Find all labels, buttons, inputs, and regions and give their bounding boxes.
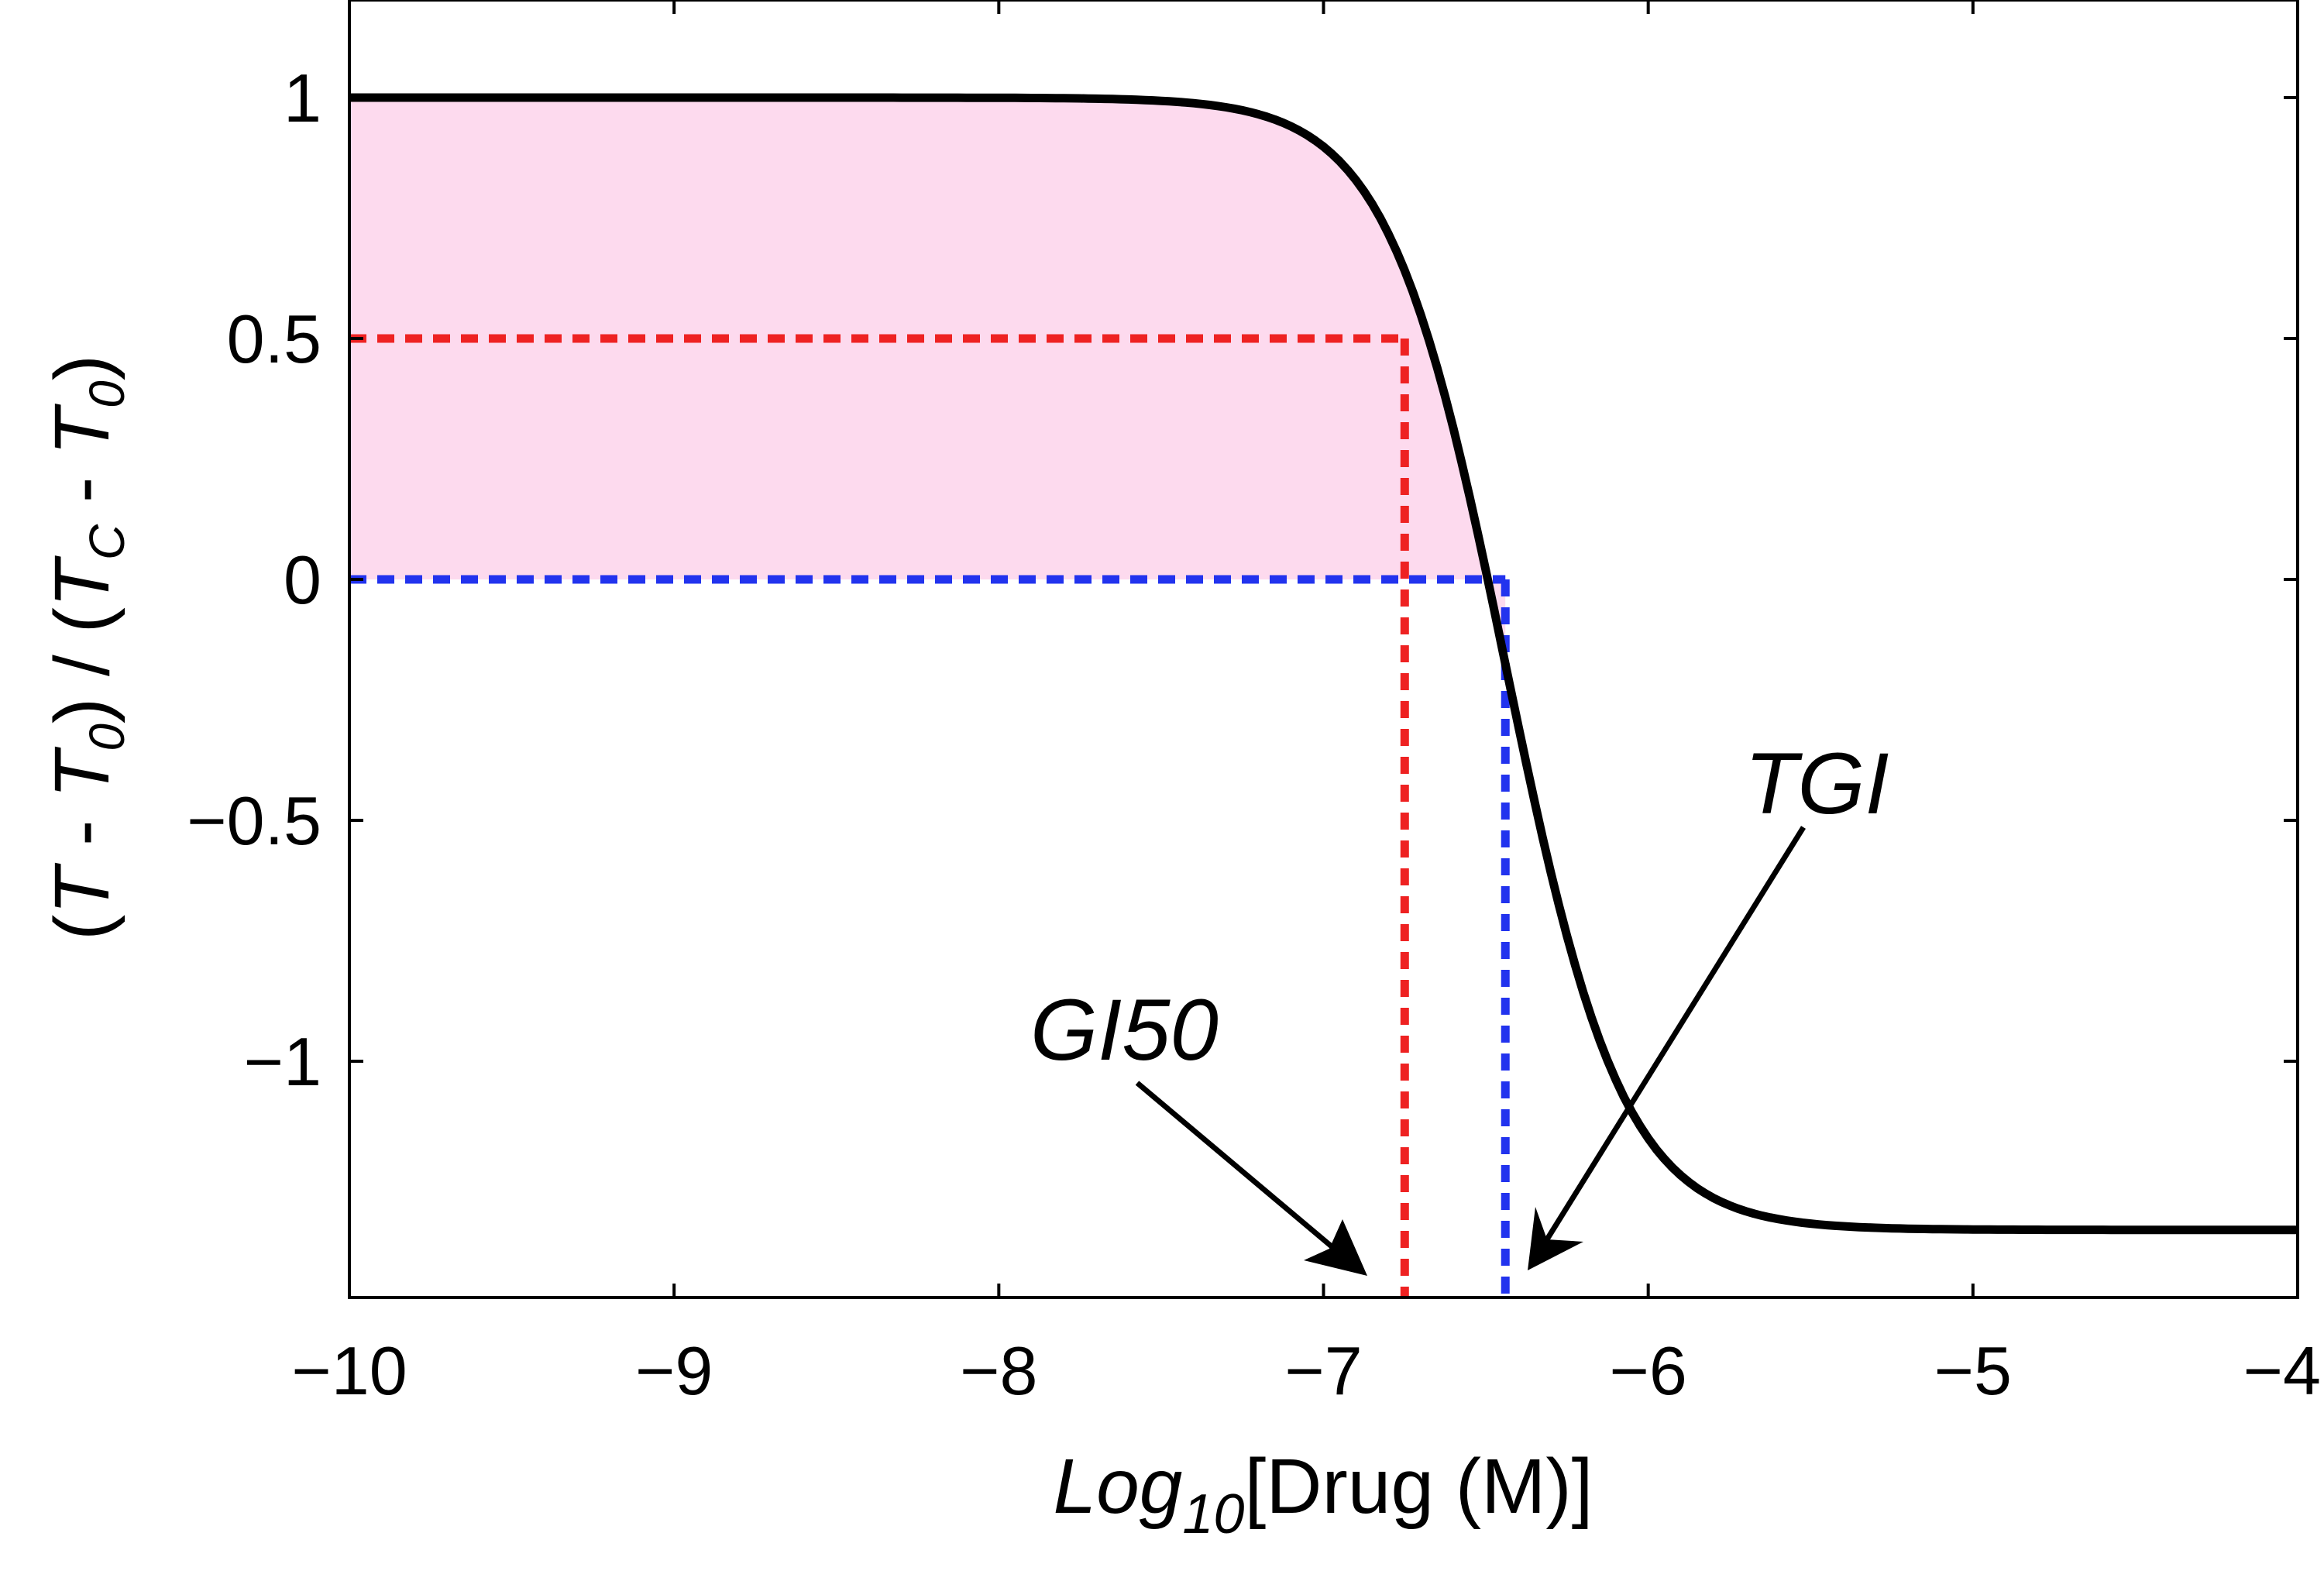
x-tick-labels: −10 −9 −8 −7 −6 −5 −4 [291, 1332, 2321, 1409]
shaded-region [349, 98, 1506, 664]
x-tick-label: −7 [1284, 1332, 1362, 1409]
gi50-label: GI50 [1030, 981, 1219, 1078]
x-tick-label: −9 [635, 1332, 713, 1409]
tgi-annotation: TGI [1528, 735, 1889, 1270]
x-axis-title: Log10[Drug (M)] [1054, 1443, 1593, 1545]
y-tick-label: −1 [244, 1023, 321, 1100]
gi50-arrow-shaft [1135, 1081, 1335, 1249]
x-tick-label: −4 [2243, 1332, 2321, 1409]
tgi-arrow-shaft [1545, 826, 1806, 1241]
x-tick-label: −8 [960, 1332, 1037, 1409]
y-tick-label: −0.5 [187, 782, 321, 859]
x-tick-label: −6 [1609, 1332, 1686, 1409]
y-axis-title: (T - T0) / (TC - T0) [39, 355, 135, 940]
plot-area [348, 0, 2299, 1299]
tgi-label: TGI [1745, 735, 1889, 832]
tgi-arrowhead [1528, 1207, 1583, 1270]
y-tick-label: 0 [284, 541, 321, 618]
reference-lines [349, 334, 1510, 1297]
axis-ticks [348, 0, 2299, 1297]
x-tick-label: −10 [291, 1332, 407, 1409]
gi50-annotation: GI50 [1030, 981, 1367, 1276]
y-tick-label: 0.5 [227, 301, 321, 377]
gi50-arrowhead [1304, 1219, 1367, 1276]
dose-response-curve [349, 93, 2298, 1235]
y-tick-label: 1 [284, 60, 321, 136]
y-tick-labels: 1 0.5 0 −0.5 −1 [187, 60, 321, 1100]
x-tick-label: −5 [1934, 1332, 2012, 1409]
